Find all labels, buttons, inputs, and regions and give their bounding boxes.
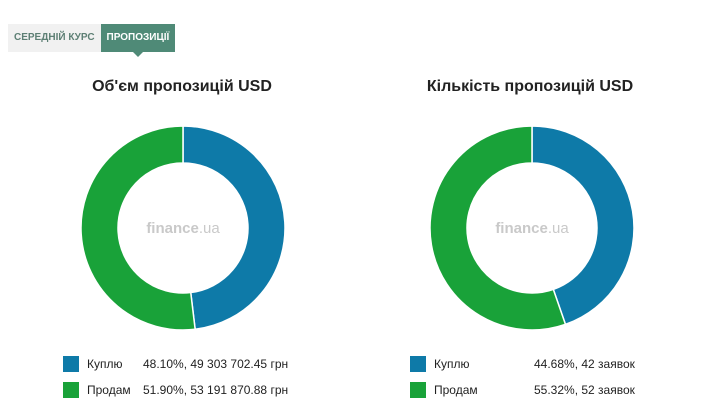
legend-value-buy: 44.68%, 42 заявок [534,357,635,371]
legend-item-sell: Продам 55.32%, 52 заявок [410,382,635,398]
legend-item-buy: Куплю 48.10%, 49 303 702.45 грн [63,356,288,372]
legend-label-sell: Продам [87,383,131,397]
legend-count: Куплю 44.68%, 42 заявок Продам 55.32%, 5… [410,356,635,408]
watermark-brand: finance [495,220,548,237]
legend-value-buy: 48.10%, 49 303 702.45 грн [143,357,289,371]
legend-swatch-buy [410,356,426,372]
watermark-suffix: .ua [548,220,570,237]
tab-offers-label: ПРОПОЗИЦІЇ [106,32,170,43]
legend-item-sell: Продам 51.90%, 53 191 870.88 грн [63,382,288,398]
finance-ua-watermark: finance.ua [495,220,569,237]
legend-value-sell: 55.32%, 52 заявок [534,383,635,397]
watermark-suffix: .ua [199,220,221,237]
legend-label-buy: Куплю [87,357,123,371]
tab-average-rate-label: СЕРЕДНІЙ КУРС [14,32,95,43]
tab-bar: СЕРЕДНІЙ КУРС ПРОПОЗИЦІЇ [8,24,176,57]
chart-title-count: Кількість пропозицій USD [426,78,634,95]
tab-offers[interactable]: ПРОПОЗИЦІЇ [100,24,176,57]
legend-swatch-buy [63,356,79,372]
legend-volume: Куплю 48.10%, 49 303 702.45 грн Продам 5… [63,356,288,408]
watermark-brand: finance [146,220,199,237]
legend-swatch-sell [63,382,79,398]
legend-label-sell: Продам [434,383,478,397]
tab-average-rate[interactable]: СЕРЕДНІЙ КУРС [8,24,101,52]
donut-chart-volume: finance.ua [80,125,286,331]
legend-label-buy: Куплю [434,357,470,371]
legend-item-buy: Куплю 44.68%, 42 заявок [410,356,635,372]
chart-title-volume: Об'єм пропозицій USD [92,78,272,95]
legend-swatch-sell [410,382,426,398]
donut-slice-buy[interactable] [531,125,635,326]
active-tab-caret-icon [132,52,143,57]
legend-value-sell: 51.90%, 53 191 870.88 грн [143,383,289,397]
donut-slice-buy[interactable] [182,125,286,331]
donut-slice-sell[interactable] [429,125,567,331]
donut-slice-sell[interactable] [80,125,196,331]
finance-ua-watermark: finance.ua [146,220,220,237]
donut-chart-count: finance.ua [429,125,635,331]
